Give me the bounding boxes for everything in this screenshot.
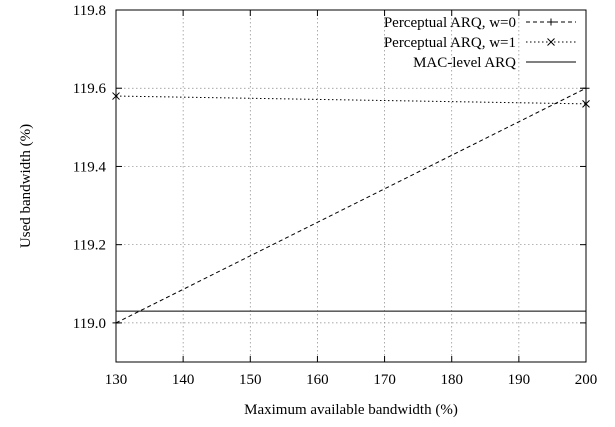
legend-label: Perceptual ARQ, w=1: [384, 35, 516, 51]
data-point: [547, 38, 555, 46]
x-tick-label: 200: [575, 372, 598, 388]
y-axis-label: Used bandwidth (%): [18, 124, 34, 248]
x-tick-label: 170: [373, 372, 396, 388]
axis-ticks: 130 140 150 160 170 180 190 200 119.0 119.2 119.4 1…: [73, 3, 597, 388]
plot-frame: [115, 9, 587, 363]
data-point: [547, 18, 555, 26]
grid: [116, 10, 586, 362]
y-tick-label: 119.2: [73, 238, 106, 254]
legend-label: MAC-level ARQ: [413, 55, 516, 71]
legend: Perceptual ARQ, w=0 Perceptual ARQ, w=1 MA…: [384, 15, 576, 71]
y-tick-label: 119.6: [73, 81, 107, 97]
x-tick-label: 190: [508, 372, 531, 388]
series-line: [115, 95, 587, 105]
y-tick-label: 119.0: [73, 316, 106, 332]
x-tick-label: 160: [306, 372, 329, 388]
y-tick-label: 119.4: [73, 159, 107, 175]
legend-label: Perceptual ARQ, w=0: [384, 15, 516, 31]
series-line: [115, 87, 587, 324]
plot-series: [112, 84, 590, 327]
x-tick-label: 130: [105, 372, 128, 388]
y-tick-label: 119.8: [73, 3, 106, 19]
x-axis-label: Maximum available bandwidth (%): [244, 402, 458, 418]
x-tick-label: 180: [440, 372, 463, 388]
x-tick-label: 140: [172, 372, 195, 388]
x-tick-label: 150: [239, 372, 262, 388]
